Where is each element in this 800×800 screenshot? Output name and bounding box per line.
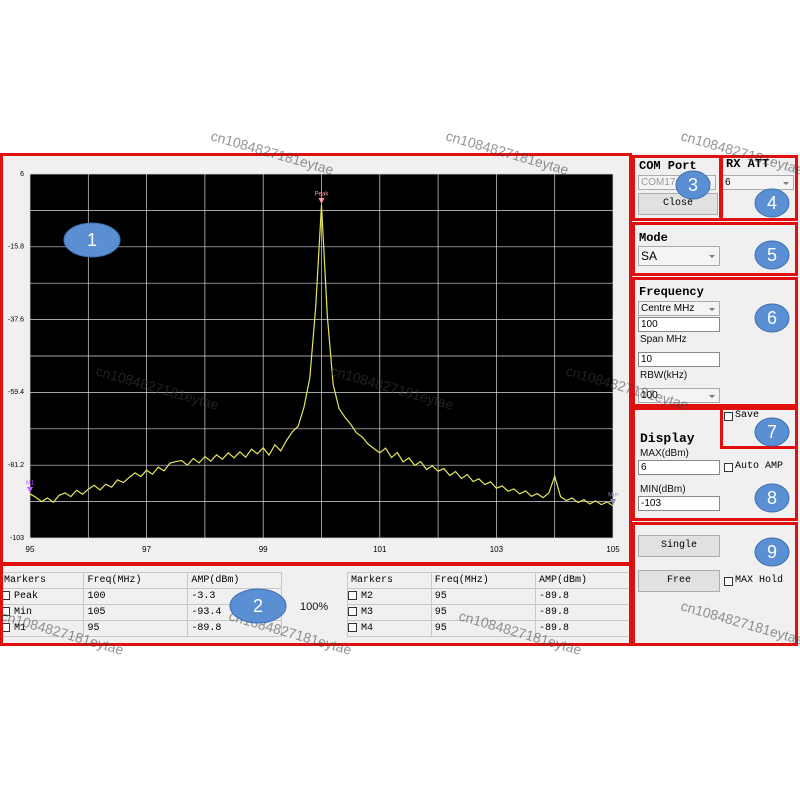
x-tick-label: 97 [142, 545, 151, 554]
marker-label: Peak [315, 192, 330, 198]
table: Markers Freq(MHz) AMP(dBm) Peak 100 -3.3 Min 10… [0, 572, 282, 637]
span-input[interactable]: 10 [638, 352, 720, 367]
marker-table-right: Markers Freq(MHz) AMP(dBm) M2 95 -89.8 M3 95 -89… [347, 572, 631, 637]
rx-att-title: RX ATT [726, 157, 770, 171]
panel-border [632, 222, 798, 276]
y-tick-label: -37.6 [8, 316, 24, 323]
marker [318, 198, 325, 205]
max-input[interactable]: 6 [638, 460, 720, 475]
panel-border [720, 155, 798, 221]
panel-border [0, 563, 632, 646]
cell: 95 [430, 620, 536, 637]
min-label: MIN(dBm) [640, 484, 686, 495]
x-tick-label: 99 [259, 545, 268, 554]
spectrum-trace [29, 205, 614, 507]
max-hold-checkbox[interactable]: MAX Hold [724, 575, 783, 586]
frequency-title: Frequency [639, 285, 704, 299]
y-tick-label: 6 [20, 171, 24, 178]
auto-amp-checkbox[interactable]: Auto AMP [724, 461, 783, 472]
panel-border [632, 522, 798, 646]
header-row: Markers Freq(MHz) AMP(dBm) [347, 572, 631, 589]
marker-row: M1 95 -89.8 [0, 620, 282, 637]
x-tick-label: 105 [606, 545, 620, 554]
centre-select[interactable]: Centre MHz [638, 301, 720, 316]
free-button[interactable]: Free [638, 570, 720, 592]
cell: -89.8 [534, 620, 631, 637]
marker-label: M1 [26, 480, 35, 486]
com-port-title: COM Port [639, 159, 697, 173]
mode-title: Mode [639, 231, 668, 245]
marker-row: M4 95 -89.8 [347, 620, 631, 637]
cell: 95 [83, 620, 189, 637]
marker [27, 486, 33, 493]
table: Markers Freq(MHz) AMP(dBm) M2 95 -89.8 M3 95 -89… [347, 572, 631, 637]
marker-label: Min [608, 493, 618, 499]
panel-border [632, 155, 722, 221]
x-tick-label: 101 [373, 545, 387, 554]
cell[interactable]: M4 [347, 620, 432, 637]
marker-row: M2 95 -89.8 [347, 588, 631, 605]
save-checkbox[interactable]: Save [724, 410, 759, 421]
panel-border [632, 277, 798, 407]
marker-table-left: Markers Freq(MHz) AMP(dBm) Peak 100 -3.3 Min 10… [0, 572, 282, 637]
rbw-label: RBW(kHz) [640, 370, 688, 381]
display-title: Display [640, 431, 695, 446]
x-tick-label: 103 [490, 545, 504, 554]
single-button[interactable]: Single [638, 535, 720, 557]
zoom-label: 100% [300, 601, 329, 613]
panel-border [632, 407, 798, 521]
cell[interactable]: M1 [0, 620, 85, 637]
marker [610, 498, 616, 505]
min-input[interactable]: -103 [638, 496, 720, 511]
y-tick-label: -59.4 [8, 389, 24, 396]
rbw-select[interactable]: 100 [638, 388, 720, 403]
mode-select[interactable]: SA [638, 246, 720, 266]
centre-input[interactable]: 100 [638, 317, 720, 332]
panel-border [720, 407, 798, 449]
panel-border [0, 153, 632, 565]
span-label: Span MHz [640, 334, 687, 345]
y-tick-label: -15.8 [8, 244, 24, 251]
x-tick-label: 95 [26, 545, 35, 554]
max-label: MAX(dBm) [640, 448, 689, 459]
y-tick-label: -81.2 [8, 462, 24, 469]
y-tick-label: -103 [10, 535, 24, 542]
spectrum-chart: 95 97 99 101 103 105 -103 -81.2 -59.4 -37.6 -15.8 6… [8, 171, 620, 554]
